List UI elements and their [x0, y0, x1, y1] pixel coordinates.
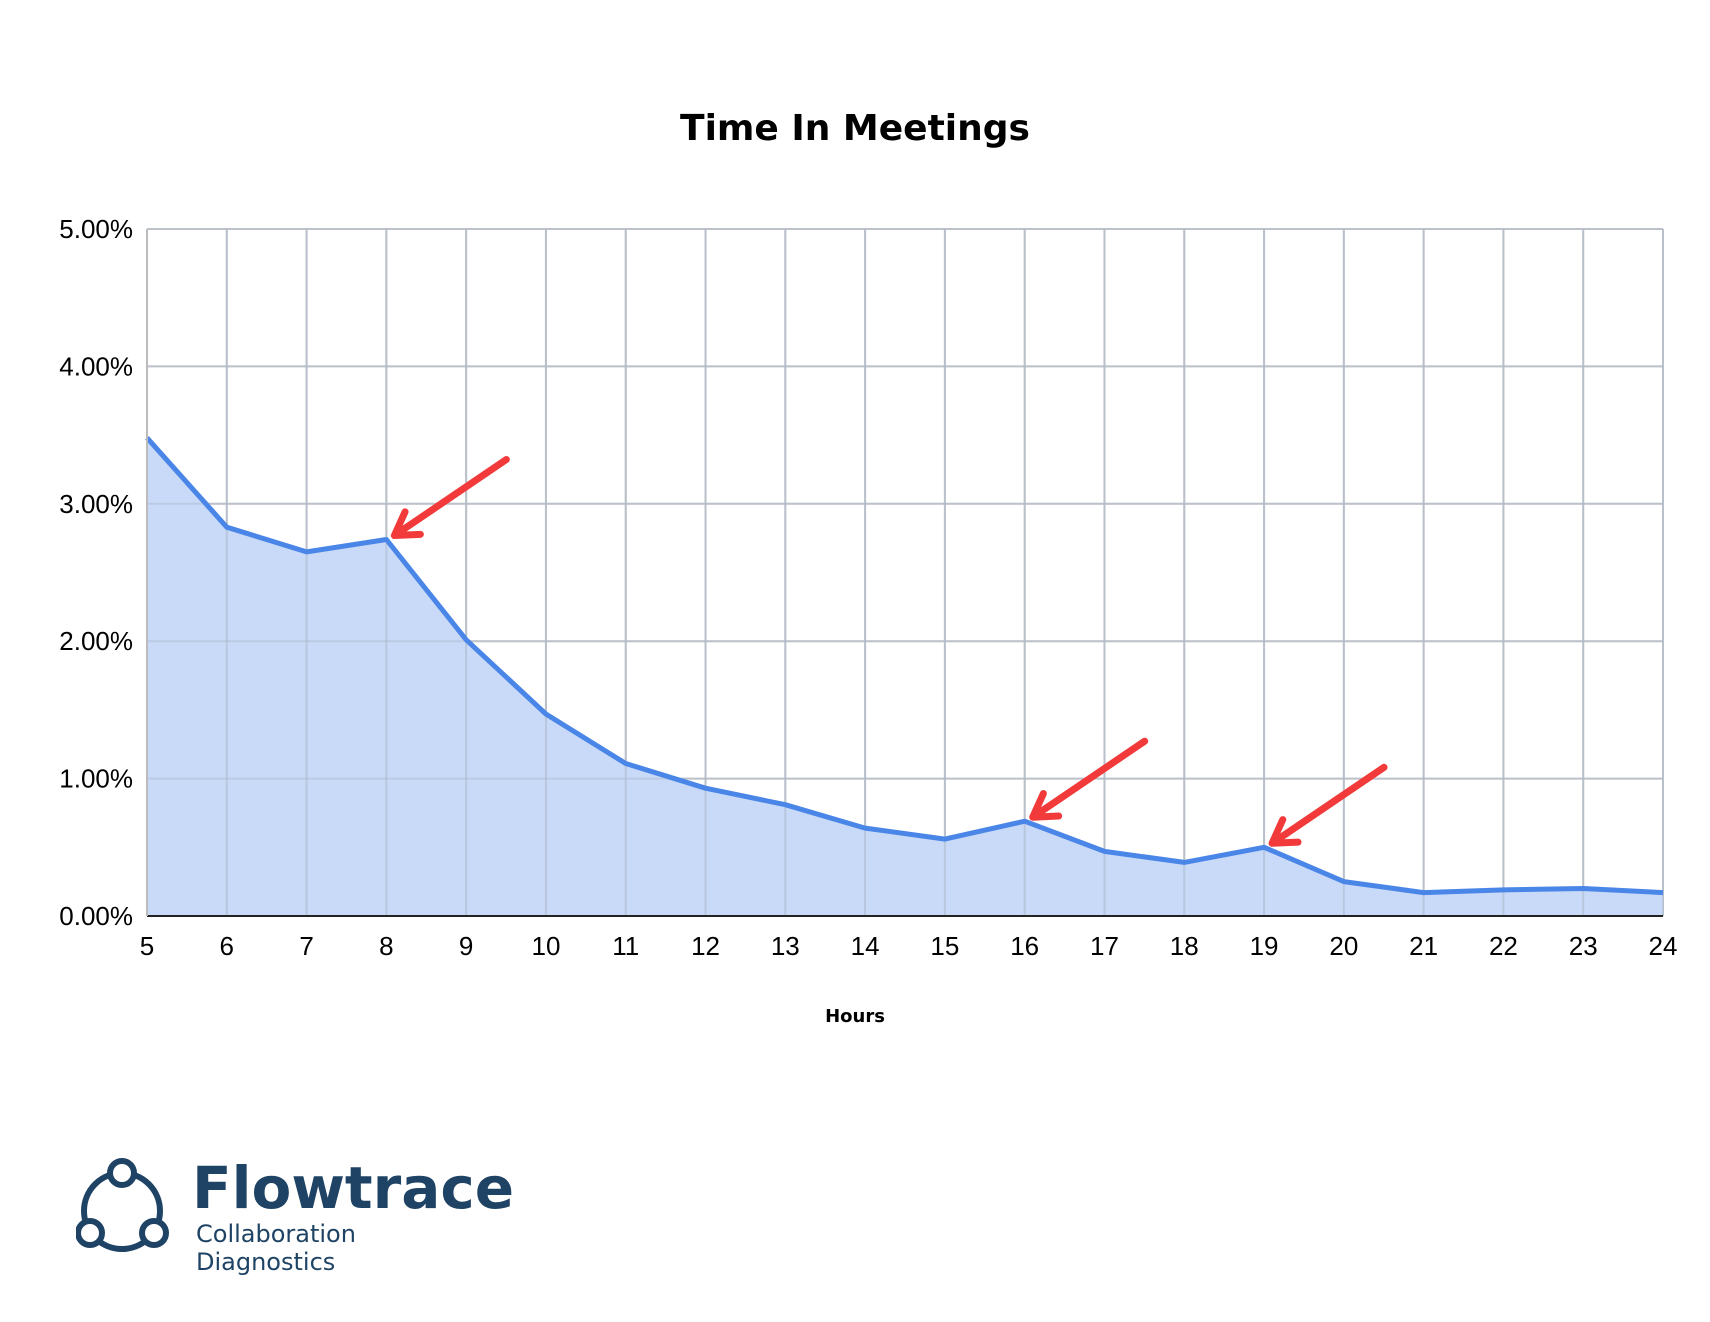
arrow-head	[390, 508, 424, 540]
series-area-fill	[147, 437, 1663, 916]
x-tick-label: 15	[930, 931, 959, 961]
y-tick-label: 0.00%	[59, 901, 133, 931]
arrow-head	[1268, 816, 1302, 847]
tick-labels: 0.00% 1.00% 2.00% 3.00% 4.00% 5.00% 5 6 7 8 9 10 11 1…	[59, 214, 1677, 961]
x-axis-label: Hours	[825, 1006, 885, 1027]
y-tick-label: 2.00%	[59, 626, 133, 656]
logo-wordmark: Flowtrace	[192, 1154, 515, 1222]
logo-tagline: Collaboration Diagnostics	[196, 1220, 356, 1276]
x-tick-label: 21	[1409, 931, 1438, 961]
x-tick-label: 17	[1090, 931, 1119, 961]
y-tick-label: 4.00%	[59, 351, 133, 381]
x-tick-label: 18	[1170, 931, 1199, 961]
x-tick-label: 10	[531, 931, 560, 961]
x-tick-label: 19	[1250, 931, 1279, 961]
flowtrace-logo-icon	[76, 1158, 169, 1252]
y-tick-label: 5.00%	[59, 214, 133, 244]
x-tick-label: 22	[1489, 931, 1518, 961]
x-tick-label: 9	[459, 931, 473, 961]
annotations	[390, 456, 1388, 847]
x-tick-label: 8	[379, 931, 393, 961]
axes	[146, 229, 1663, 917]
x-tick-label: 5	[140, 931, 154, 961]
series-line	[145, 436, 1664, 896]
x-tick-label: 12	[691, 931, 720, 961]
x-tick-label: 7	[299, 931, 313, 961]
x-tick-label: 14	[851, 931, 880, 961]
chart-title: Time In Meetings	[680, 108, 1030, 149]
x-tick-label: 6	[220, 931, 234, 961]
x-tick-label: 11	[612, 931, 639, 961]
x-tick-label: 20	[1329, 931, 1358, 961]
y-tick-label: 3.00%	[59, 489, 133, 519]
arrow-head	[1029, 790, 1063, 821]
x-tick-label: 16	[1010, 931, 1039, 961]
x-tick-label: 23	[1569, 931, 1598, 961]
arrow-shaft	[397, 456, 510, 535]
arrow-shaft	[1275, 763, 1388, 843]
annotation-arrow	[390, 456, 510, 540]
flowtrace-logo: Flowtrace Collaboration Diagnostics	[76, 1154, 514, 1276]
x-tick-label: 24	[1649, 931, 1678, 961]
x-tick-label: 13	[771, 931, 800, 961]
annotation-arrow	[1029, 737, 1149, 821]
plot-area	[145, 228, 1664, 916]
y-tick-label: 1.00%	[59, 764, 133, 794]
arrow-shaft	[1035, 737, 1149, 817]
annotation-arrow	[1268, 763, 1388, 847]
